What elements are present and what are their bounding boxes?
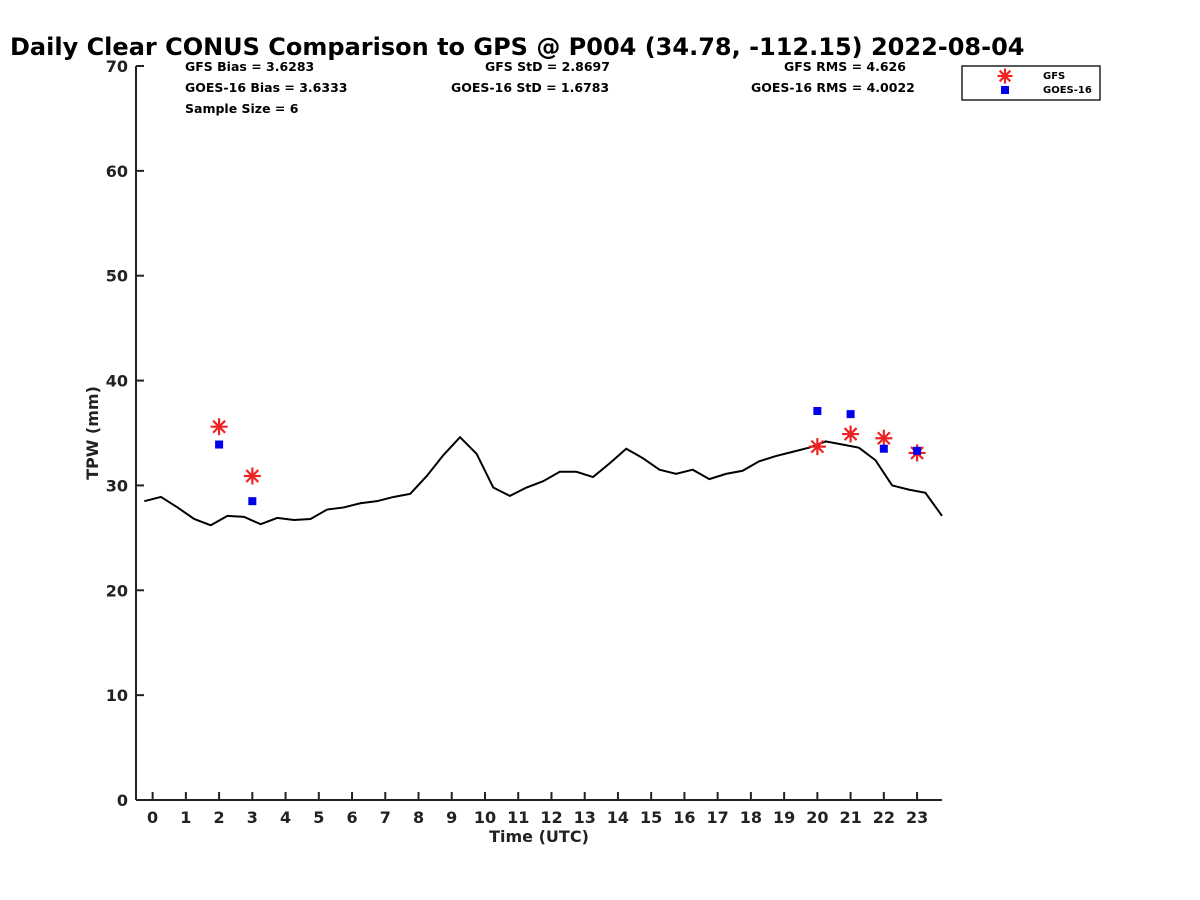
x-tick-label: 1: [180, 808, 191, 827]
stat-goes-std: GOES-16 StD = 1.6783: [451, 80, 609, 95]
y-tick-label: 40: [106, 372, 128, 391]
x-tick-label: 18: [740, 808, 762, 827]
y-tick-label: 0: [117, 791, 128, 810]
x-tick-label: 4: [280, 808, 291, 827]
x-tick-label: 17: [707, 808, 729, 827]
stat-goes-rms: GOES-16 RMS = 4.0022: [751, 80, 915, 95]
y-tick-label: 50: [106, 267, 128, 286]
x-tick-label: 7: [380, 808, 391, 827]
y-tick-label: 10: [106, 686, 128, 705]
series-layer: [144, 406, 943, 527]
x-ticks: 0 1 2 3 4 5 6 7 8 9 10 11 12 13 14 15 16 17 18 19 20 21 22 23: [147, 792, 928, 827]
legend-gfs-asterisk: [997, 68, 1013, 84]
y-tick-label: 70: [106, 57, 128, 76]
y-tick-label: 60: [106, 162, 128, 181]
x-tick-label: 12: [540, 808, 562, 827]
x-tick-label: 16: [673, 808, 695, 827]
y-tick-label: 20: [106, 581, 128, 600]
gfs-point: [875, 429, 893, 447]
x-tick-label: 8: [413, 808, 424, 827]
chart-title: Daily Clear CONUS Comparison to GPS @ P0…: [10, 33, 1024, 61]
goes-point: [215, 440, 224, 449]
x-tick-label: 10: [474, 808, 496, 827]
x-tick-label: 19: [773, 808, 795, 827]
stat-sample-size: Sample Size = 6: [185, 101, 299, 116]
y-axis-label: TPW (mm): [83, 386, 102, 480]
x-tick-label: 5: [313, 808, 324, 827]
x-tick-label: 2: [214, 808, 225, 827]
y-tick-label: 30: [106, 476, 128, 495]
goes-point: [248, 497, 257, 506]
goes-point: [813, 406, 822, 415]
legend-goes-marker: [1001, 86, 1009, 94]
stat-goes-bias: GOES-16 Bias = 3.6333: [185, 80, 347, 95]
goes-point: [879, 444, 888, 453]
stat-gfs-rms: GFS RMS = 4.626: [784, 59, 906, 74]
x-tick-label: 0: [147, 808, 158, 827]
gfs-point: [842, 425, 860, 443]
goes-point: [846, 410, 855, 419]
legend: GFS GOES-16: [961, 65, 1101, 101]
legend-box: [961, 65, 1101, 101]
x-tick-label: 22: [873, 808, 895, 827]
x-tick-label: 15: [640, 808, 662, 827]
legend-gfs-marker: [997, 68, 1013, 84]
goes-point: [913, 446, 922, 455]
legend-goes-label: GOES-16: [1043, 85, 1092, 96]
x-tick-label: 11: [507, 808, 529, 827]
legend-gfs-label: GFS: [1043, 71, 1065, 82]
gfs-point: [808, 438, 826, 456]
x-axis-label: Time (UTC): [489, 827, 589, 846]
x-tick-label: 13: [574, 808, 596, 827]
x-tick-label: 21: [839, 808, 861, 827]
y-ticks: 0 10 20 30 40 50 60 70: [106, 57, 144, 810]
x-tick-label: 14: [607, 808, 629, 827]
gfs-point: [210, 418, 228, 436]
x-tick-label: 20: [806, 808, 828, 827]
stat-gfs-bias: GFS Bias = 3.6283: [185, 59, 314, 74]
x-tick-label: 3: [247, 808, 258, 827]
stat-gfs-std: GFS StD = 2.8697: [485, 59, 610, 74]
x-tick-label: 9: [446, 808, 457, 827]
x-tick-label: 6: [346, 808, 357, 827]
gfs-point: [243, 467, 261, 485]
x-tick-label: 23: [906, 808, 928, 827]
